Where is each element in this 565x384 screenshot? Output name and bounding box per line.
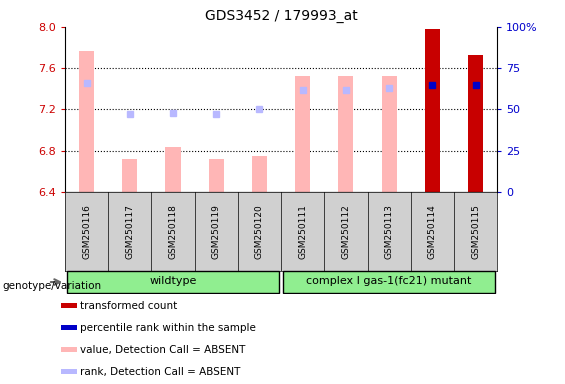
Text: GSM250114: GSM250114 [428,204,437,258]
Bar [295,76,310,192]
Bar [166,147,181,192]
Bar [61,326,77,330]
Bar [122,159,137,192]
Text: GSM250116: GSM250116 [82,204,91,259]
Bar [79,51,94,192]
Text: value, Detection Call = ABSENT: value, Detection Call = ABSENT [80,345,245,355]
Bar [61,369,77,374]
Text: complex I gas-1(fc21) mutant: complex I gas-1(fc21) mutant [306,276,472,286]
Bar [67,271,279,293]
Bar [61,348,77,352]
Text: percentile rank within the sample: percentile rank within the sample [80,323,256,333]
Text: wildtype: wildtype [149,276,197,286]
Text: GSM250115: GSM250115 [471,204,480,259]
Bar [208,159,224,192]
Bar [283,271,495,293]
Bar [425,29,440,192]
Text: GSM250118: GSM250118 [168,204,177,259]
Bar [338,76,354,192]
Text: rank, Detection Call = ABSENT: rank, Detection Call = ABSENT [80,367,240,377]
Bar [61,303,77,308]
Text: transformed count: transformed count [80,301,177,311]
Text: genotype/variation: genotype/variation [3,281,102,291]
Bar [381,76,397,192]
Text: GSM250112: GSM250112 [341,204,350,258]
Text: GSM250117: GSM250117 [125,204,134,259]
Title: GDS3452 / 179993_at: GDS3452 / 179993_at [205,9,358,23]
Text: GSM250111: GSM250111 [298,204,307,259]
Bar [468,55,483,192]
Text: GSM250120: GSM250120 [255,204,264,258]
Text: GSM250119: GSM250119 [212,204,221,259]
Bar [252,156,267,192]
Text: GSM250113: GSM250113 [385,204,394,259]
